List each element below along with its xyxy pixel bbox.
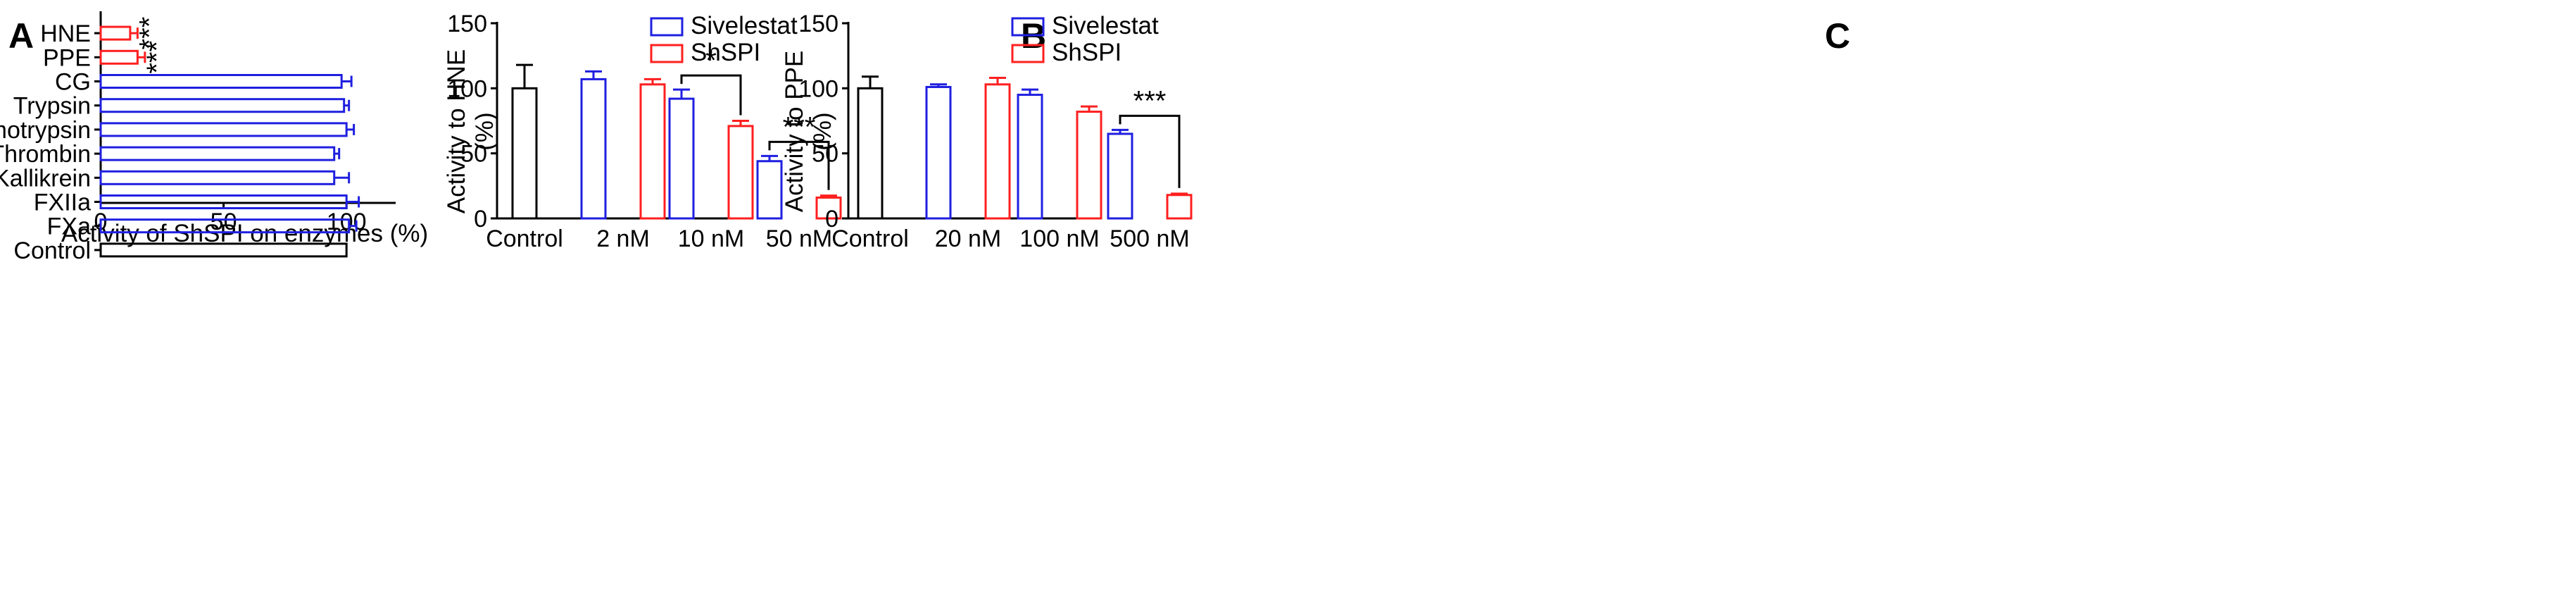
panel-c-y-tick-label: 150 <box>798 11 838 37</box>
panel-b-bar-control <box>511 87 538 220</box>
panel-a-category-label: Trypsin <box>13 93 91 120</box>
panel-c-y-tick-label: 0 <box>825 206 838 232</box>
panel-a-category-label: PPE <box>43 44 91 71</box>
panel-c-bar-sivelestat-20-nm <box>925 85 952 220</box>
panel-a-category-label: Chymotrypsin <box>0 117 91 144</box>
panel-a-category-label: Thrombin <box>0 141 91 168</box>
bar-trypsin <box>99 98 346 113</box>
panel-b-bar-sivelestat-10-nm <box>668 97 695 220</box>
panel-c-legend-swatch-sivelestat <box>1011 17 1045 37</box>
panel-c-x-tick-label: 20 nM <box>935 225 1002 252</box>
panel-b-significance-label: * <box>705 45 717 76</box>
panel-c-bar-sivelestat-100-nm <box>1017 94 1043 220</box>
panel-a-category-label: HNE <box>40 20 91 47</box>
panel-c-y-tick-label: 100 <box>798 75 838 102</box>
panel-c-y-axis-label: (%) <box>809 112 836 150</box>
panel-b-significance-label: *** <box>783 111 816 142</box>
panel-c-significance-bracket <box>1119 114 1181 188</box>
panel-c-significance-label: *** <box>1133 85 1167 116</box>
bar-ppe <box>99 49 139 65</box>
panel-c-legend-label-shspi: ShSPI <box>1052 39 1121 66</box>
panel-a-x-tick-label: 100 <box>327 209 367 235</box>
panel-b-bar-shspi-10-nm <box>727 125 754 220</box>
bar-cg <box>99 74 343 89</box>
panel-b-significance-bracket <box>768 140 830 190</box>
panel-c-bar-shspi-500-nm <box>1166 194 1193 220</box>
panel-a-category-label: CG <box>55 69 91 96</box>
panel-b-y-tick-label: 0 <box>474 206 487 232</box>
bar-control <box>99 242 348 258</box>
panel-c-bar-shspi-20-nm <box>984 83 1011 220</box>
panel-b-legend-swatch-shspi <box>650 44 684 63</box>
panel-c-legend-label-sivelestat: Sivelestat <box>1052 12 1159 39</box>
panel-c-x-tick-label: 100 nM <box>1019 225 1099 252</box>
panel-b-bar-sivelestat-2-nm <box>580 78 607 220</box>
panel-c-x-tick-label: Control <box>831 225 909 252</box>
panel-a-category-label: FXa <box>47 213 91 240</box>
panel-b-bar-shspi-2-nm <box>639 83 666 220</box>
panel-b-x-tick-label: 10 nM <box>678 225 745 252</box>
panel-c-bar-control <box>857 87 884 220</box>
panel-b-y-tick-label: 150 <box>447 11 487 37</box>
panel-c-x-tick-label: 500 nM <box>1110 225 1189 252</box>
panel-letter-a: A <box>8 16 34 56</box>
panel-c-bar-shspi-100-nm <box>1076 111 1102 220</box>
panel-c-legend-swatch-shspi <box>1011 44 1045 63</box>
bar-thrombin <box>99 146 336 161</box>
panel-b-y-tick-label: 50 <box>460 141 487 168</box>
panel-b-bar-sivelestat-50-nm <box>756 160 783 220</box>
panel-a-category-label: Control <box>13 237 91 264</box>
panel-c-chart: 0 50 100 150 Activity to PPE (%) Control 20 nM 1… <box>781 11 1193 252</box>
panel-b-legend-swatch-sivelestat <box>650 17 684 37</box>
panel-b-legend-label-sivelestat: Sivelestat <box>691 12 798 39</box>
panel-b-x-tick-label: Control <box>486 225 563 252</box>
panel-b-significance-bracket <box>680 74 742 116</box>
panel-b-y-axis-label: (%) <box>471 112 498 150</box>
bar-hne <box>99 25 132 41</box>
panel-c-y-tick-label: 50 <box>812 141 838 168</box>
significance-ppe: *** <box>142 41 172 74</box>
panel-c-y-axis-label: Activity to PPE <box>781 51 808 213</box>
panel-b-legend-label-shspi: ShSPI <box>691 39 760 66</box>
panel-b-y-tick-label: 100 <box>447 75 487 102</box>
bar-chymotrypsin <box>99 122 348 137</box>
bar-kallikrein <box>99 170 336 185</box>
panel-c-bar-sivelestat-500-nm <box>1107 132 1133 220</box>
panel-a-category-label: FXIIa <box>34 190 91 216</box>
panel-b-x-tick-label: 50 nM <box>766 225 833 252</box>
panel-a-x-tick-label: 50 <box>211 209 237 235</box>
panel-a-category-label: Kallikrein <box>0 165 91 192</box>
panel-letter-c: C <box>1825 16 1850 56</box>
significance-hne: *** <box>134 17 165 50</box>
panel-b-x-tick-label: 2 nM <box>596 225 650 252</box>
panel-b-y-axis-label: Activity to HNE <box>443 49 470 213</box>
